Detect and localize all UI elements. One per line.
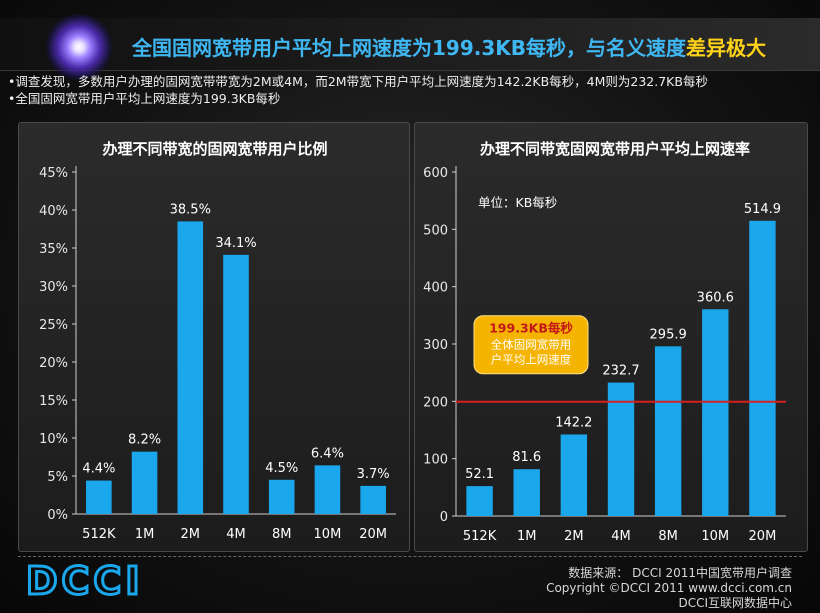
- bar-value-label: 4.4%: [82, 462, 115, 477]
- x-tick-label: 1M: [517, 529, 537, 544]
- y-tick-label: 20%: [39, 356, 68, 371]
- average-callout-box: [473, 315, 589, 375]
- y-tick-label: 15%: [39, 394, 68, 409]
- y-tick-label: 300: [423, 338, 448, 353]
- bar-20M: [749, 220, 776, 517]
- y-tick-label: 0: [440, 510, 448, 525]
- bar-1M: [513, 469, 540, 516]
- y-tick-label: 400: [423, 281, 448, 296]
- callout-text: 全体固网宽带用: [491, 338, 572, 352]
- bar-value-label: 38.5%: [170, 202, 211, 217]
- bar-20M: [360, 485, 386, 514]
- y-tick-label: 35%: [39, 242, 68, 257]
- y-tick-label: 45%: [39, 166, 68, 181]
- bar-8M: [268, 479, 295, 514]
- x-tick-label: 4M: [611, 529, 631, 544]
- x-tick-label: 4M: [226, 527, 246, 542]
- x-tick-label: 2M: [181, 527, 201, 542]
- y-tick-label: 0%: [47, 508, 68, 523]
- chart-panel-left: 办理不同带宽的固网宽带用户比例 0% 5% 10% 15% 20% 25% 30% 35% 40%…: [18, 122, 410, 552]
- average-speed-chart: 办理不同带宽固网宽带用户平均上网速率 0 100 200 300 400 500 600 52.…: [423, 140, 786, 544]
- source-block: 数据来源： DCCI 2011中国宽带用户调查 Copyright ©DCCI …: [546, 566, 792, 611]
- bar-512K: [86, 480, 112, 514]
- bar-1M: [131, 451, 158, 514]
- bar-value-label: 8.2%: [128, 433, 161, 448]
- bullet-list: •调查发现，多数用户办理的固网宽带带宽为2M或4M，而2M带宽下用户平均上网速度…: [8, 73, 708, 107]
- y-tick-label: 100: [423, 453, 448, 468]
- bar-value-label: 52.1: [465, 467, 494, 482]
- headline: 全国固网宽带用户平均上网速度为199.3KB每秒，与名义速度差异极大: [132, 32, 766, 61]
- x-tick-label: 8M: [272, 527, 292, 542]
- callout-value: 199.3KB每秒: [489, 321, 573, 336]
- header-bar: [0, 18, 820, 71]
- y-tick-label: 40%: [39, 204, 68, 219]
- chart-title: 办理不同带宽的固网宽带用户比例: [102, 140, 327, 158]
- bandwidth-share-chart: 办理不同带宽的固网宽带用户比例 0% 5% 10% 15% 20% 25% 30% 35% 40%…: [39, 140, 396, 542]
- bar-value-label: 232.7: [602, 364, 639, 379]
- bar-8M: [654, 346, 682, 516]
- bar-2M: [560, 434, 588, 516]
- unit-note: 单位：KB每秒: [478, 195, 557, 210]
- bar-value-label: 360.6: [697, 290, 734, 305]
- org-line: DCCI互联网数据中心: [678, 596, 792, 610]
- bar-4M: [223, 254, 249, 514]
- bullet-item: •全国固网宽带用户平均上网速度为199.3KB每秒: [8, 91, 281, 106]
- bar-4M: [607, 382, 635, 516]
- bar-512K: [466, 486, 493, 516]
- bar-value-label: 6.4%: [311, 446, 344, 461]
- bar-10M: [702, 309, 729, 516]
- x-tick-label: 1M: [135, 527, 155, 542]
- callout-text: 户平均上网速度: [491, 353, 572, 367]
- bullet-item: •调查发现，多数用户办理的固网宽带带宽为2M或4M，而2M带宽下用户平均上网速度…: [8, 74, 708, 89]
- logo-text: DCCI: [26, 562, 143, 600]
- orb-logo-icon: [46, 14, 112, 80]
- chart-panel-right: 办理不同带宽固网宽带用户平均上网速率 0 100 200 300 400 500 600 52.…: [414, 122, 808, 552]
- x-tick-label: 2M: [564, 529, 584, 544]
- bar-value-label: 514.9: [744, 202, 781, 217]
- headline-main: 全国固网宽带用户平均上网速度为199.3KB每秒，与名义速度: [132, 36, 687, 60]
- y-tick-label: 10%: [39, 432, 68, 447]
- y-tick-label: 600: [423, 166, 448, 181]
- copyright-line: Copyright ©DCCI 2011 www.dcci.com.cn: [546, 581, 792, 595]
- x-tick-label: 20M: [359, 527, 387, 542]
- x-tick-label: 512K: [463, 529, 497, 544]
- footer-divider: [18, 556, 802, 557]
- bar-2M: [177, 221, 204, 514]
- dcci-logo: DCCI: [26, 562, 143, 600]
- bar-value-label: 34.1%: [215, 236, 256, 251]
- y-tick-label: 200: [423, 395, 448, 410]
- bar-10M: [314, 465, 341, 514]
- source-line: 数据来源： DCCI 2011中国宽带用户调查: [568, 566, 792, 580]
- chart-title: 办理不同带宽固网宽带用户平均上网速率: [480, 140, 750, 158]
- bar-value-label: 4.5%: [265, 461, 298, 476]
- bar-value-label: 3.7%: [357, 467, 390, 482]
- x-tick-label: 10M: [314, 527, 342, 542]
- y-tick-label: 30%: [39, 280, 68, 295]
- headline-highlight: 差异极大: [686, 36, 767, 60]
- x-tick-label: 512K: [82, 527, 116, 542]
- x-tick-label: 20M: [749, 529, 777, 544]
- bar-value-label: 81.6: [512, 450, 541, 465]
- y-tick-label: 25%: [39, 318, 68, 333]
- bar-value-label: 142.2: [555, 415, 592, 430]
- x-tick-label: 10M: [701, 529, 729, 544]
- y-tick-label: 500: [423, 223, 448, 238]
- y-tick-label: 5%: [47, 470, 68, 485]
- bar-value-label: 295.9: [650, 327, 687, 342]
- x-tick-label: 8M: [658, 529, 678, 544]
